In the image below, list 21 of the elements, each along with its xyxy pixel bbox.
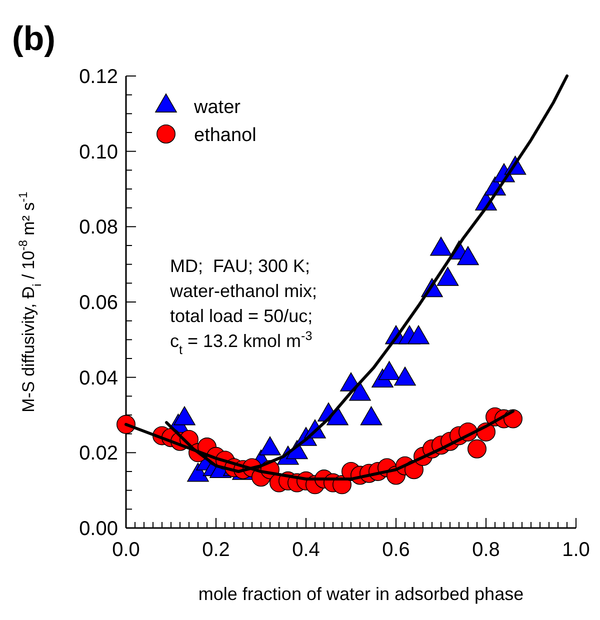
x-tick-label: 0.0 [112, 539, 140, 561]
annotation: total load = 50/uc; [170, 306, 313, 326]
y-tick-label: 0.08 [79, 216, 118, 239]
annotation: water-ethanol mix; [169, 280, 318, 301]
x-tick-label: 0.4 [292, 539, 320, 561]
x-axis-title: mole fraction of water in adsorbed phase [198, 584, 524, 604]
x-tick-label: 1.0 [562, 539, 590, 561]
y-tick-label: 0.00 [79, 518, 118, 540]
x-tick-label: 0.8 [472, 539, 500, 561]
y-tick-label: 0.10 [79, 141, 118, 164]
x-tick-label: 0.2 [202, 539, 230, 561]
y-tick-label: 0.06 [79, 292, 118, 314]
x-tick-label: 0.6 [382, 539, 410, 561]
y-tick-label: 0.02 [79, 442, 118, 465]
annotation: MD; FAU; 300 K; [170, 256, 310, 276]
legend-label: ethanol [194, 125, 256, 146]
y-tick-label: 0.04 [79, 367, 118, 390]
legend-label: water [193, 97, 242, 118]
annotation: c$_{t}$ = 13.2 kmol m$^{-3}$ [170, 328, 312, 357]
y-tick-label: 0.12 [79, 66, 118, 88]
chart-title: (b) [12, 20, 56, 58]
